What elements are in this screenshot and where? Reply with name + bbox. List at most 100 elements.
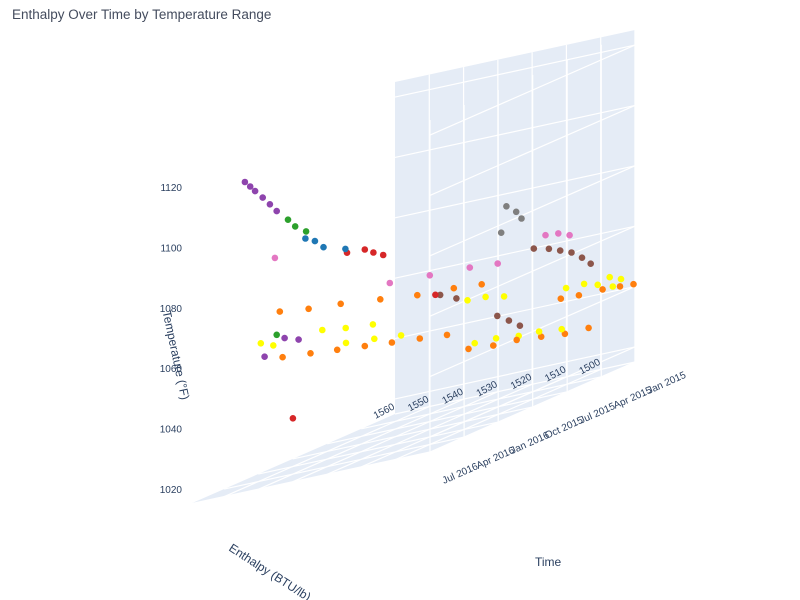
data-point-series-3[interactable] — [386, 279, 394, 287]
data-point-series-2[interactable] — [494, 312, 501, 320]
grid-line-temperature — [429, 165, 636, 257]
data-point-series-0[interactable] — [270, 342, 277, 349]
data-point-series-4[interactable] — [512, 208, 520, 216]
data-point-series-3[interactable] — [542, 231, 549, 239]
data-point-series-1[interactable] — [575, 292, 583, 299]
data-point-series-0[interactable] — [369, 321, 377, 328]
y-tick-label: Jul 2016 — [441, 461, 480, 487]
data-point-series-5[interactable] — [259, 194, 267, 201]
data-point-series-0[interactable] — [535, 328, 543, 335]
data-point-series-8[interactable] — [432, 291, 439, 299]
data-point-series-3[interactable] — [426, 272, 434, 279]
data-point-series-5[interactable] — [241, 178, 249, 186]
data-point-series-1[interactable] — [337, 300, 345, 308]
data-point-series-4[interactable] — [497, 229, 505, 236]
data-point-series-1[interactable] — [333, 346, 341, 354]
data-point-series-5[interactable] — [273, 207, 281, 215]
data-point-series-3[interactable] — [494, 260, 502, 267]
data-point-series-5[interactable] — [295, 336, 302, 343]
data-point-series-5[interactable] — [261, 353, 268, 361]
data-point-series-1[interactable] — [585, 324, 592, 332]
data-point-series-6[interactable] — [291, 223, 299, 230]
data-point-series-5[interactable] — [251, 187, 259, 195]
data-point-series-1[interactable] — [630, 280, 637, 288]
data-point-series-7[interactable] — [302, 235, 309, 242]
data-point-series-6[interactable] — [273, 331, 281, 339]
data-point-series-0[interactable] — [492, 335, 500, 342]
data-point-series-0[interactable] — [397, 332, 405, 339]
data-point-series-0[interactable] — [371, 335, 378, 343]
data-point-series-4[interactable] — [518, 215, 525, 222]
data-point-series-2[interactable] — [578, 254, 586, 261]
data-point-series-2[interactable] — [516, 322, 524, 330]
data-point-series-0[interactable] — [342, 339, 350, 347]
data-point-series-2[interactable] — [436, 291, 444, 299]
data-point-series-0[interactable] — [482, 293, 489, 301]
data-point-series-1[interactable] — [414, 291, 421, 299]
grid-line-temperature — [429, 44, 636, 136]
z-tick-label: 1040 — [160, 425, 183, 436]
data-point-series-2[interactable] — [587, 260, 594, 268]
data-point-series-1[interactable] — [361, 342, 369, 350]
wall-time-min — [395, 30, 635, 414]
data-point-series-3[interactable] — [466, 264, 474, 271]
data-point-series-0[interactable] — [257, 340, 265, 347]
data-point-series-1[interactable] — [450, 284, 458, 292]
data-point-series-1[interactable] — [557, 295, 565, 303]
data-point-series-1[interactable] — [443, 331, 451, 339]
data-point-series-4[interactable] — [503, 203, 510, 210]
data-point-series-1[interactable] — [478, 281, 486, 288]
data-point-series-0[interactable] — [580, 280, 588, 288]
data-point-series-7[interactable] — [342, 245, 349, 253]
data-point-series-0[interactable] — [606, 273, 613, 281]
data-point-series-8[interactable] — [289, 415, 297, 422]
data-point-series-0[interactable] — [464, 297, 471, 304]
data-point-series-0[interactable] — [471, 339, 479, 347]
data-point-series-1[interactable] — [276, 308, 284, 315]
data-point-series-0[interactable] — [558, 325, 565, 333]
data-point-series-1[interactable] — [388, 339, 396, 346]
data-point-series-2[interactable] — [453, 295, 460, 302]
data-point-series-2[interactable] — [545, 245, 553, 253]
data-point-series-0[interactable] — [609, 283, 617, 290]
data-point-series-2[interactable] — [568, 249, 575, 256]
data-point-series-1[interactable] — [465, 345, 472, 353]
data-point-series-1[interactable] — [307, 350, 314, 357]
x-axis-title: Enthalpy (BTU/lb) — [226, 541, 313, 600]
data-point-series-0[interactable] — [342, 324, 350, 332]
data-point-series-3[interactable] — [566, 231, 573, 239]
data-point-series-7[interactable] — [320, 243, 327, 251]
data-point-series-0[interactable] — [319, 326, 326, 334]
data-point-series-5[interactable] — [266, 201, 274, 208]
data-point-series-3[interactable] — [555, 230, 562, 237]
data-point-series-7[interactable] — [311, 237, 319, 245]
data-point-series-1[interactable] — [416, 335, 424, 342]
data-point-series-2[interactable] — [556, 247, 564, 254]
data-point-series-1[interactable] — [599, 286, 606, 293]
data-point-series-6[interactable] — [302, 228, 310, 235]
data-point-series-0[interactable] — [500, 293, 508, 300]
data-point-series-1[interactable] — [561, 330, 569, 338]
data-point-series-1[interactable] — [305, 305, 312, 313]
data-point-series-0[interactable] — [594, 281, 601, 289]
data-point-series-5[interactable] — [281, 334, 288, 342]
data-point-series-1[interactable] — [616, 283, 624, 290]
data-point-series-1[interactable] — [279, 353, 286, 361]
data-point-series-1[interactable] — [490, 342, 497, 349]
grid-line-temperature — [394, 165, 636, 219]
data-point-series-5[interactable] — [246, 183, 254, 190]
data-point-series-3[interactable] — [271, 254, 279, 262]
data-point-series-6[interactable] — [284, 216, 292, 223]
data-point-series-1[interactable] — [537, 333, 545, 341]
data-point-series-1[interactable] — [513, 336, 520, 344]
data-point-series-8[interactable] — [379, 251, 387, 259]
data-point-series-2[interactable] — [530, 245, 538, 252]
data-point-series-1[interactable] — [377, 296, 384, 303]
data-point-series-0[interactable] — [617, 275, 625, 283]
data-point-series-0[interactable] — [562, 284, 570, 292]
data-point-series-8[interactable] — [361, 246, 369, 253]
grid-line-temperature — [429, 285, 636, 378]
data-point-series-8[interactable] — [370, 249, 377, 256]
data-point-series-2[interactable] — [505, 317, 513, 324]
